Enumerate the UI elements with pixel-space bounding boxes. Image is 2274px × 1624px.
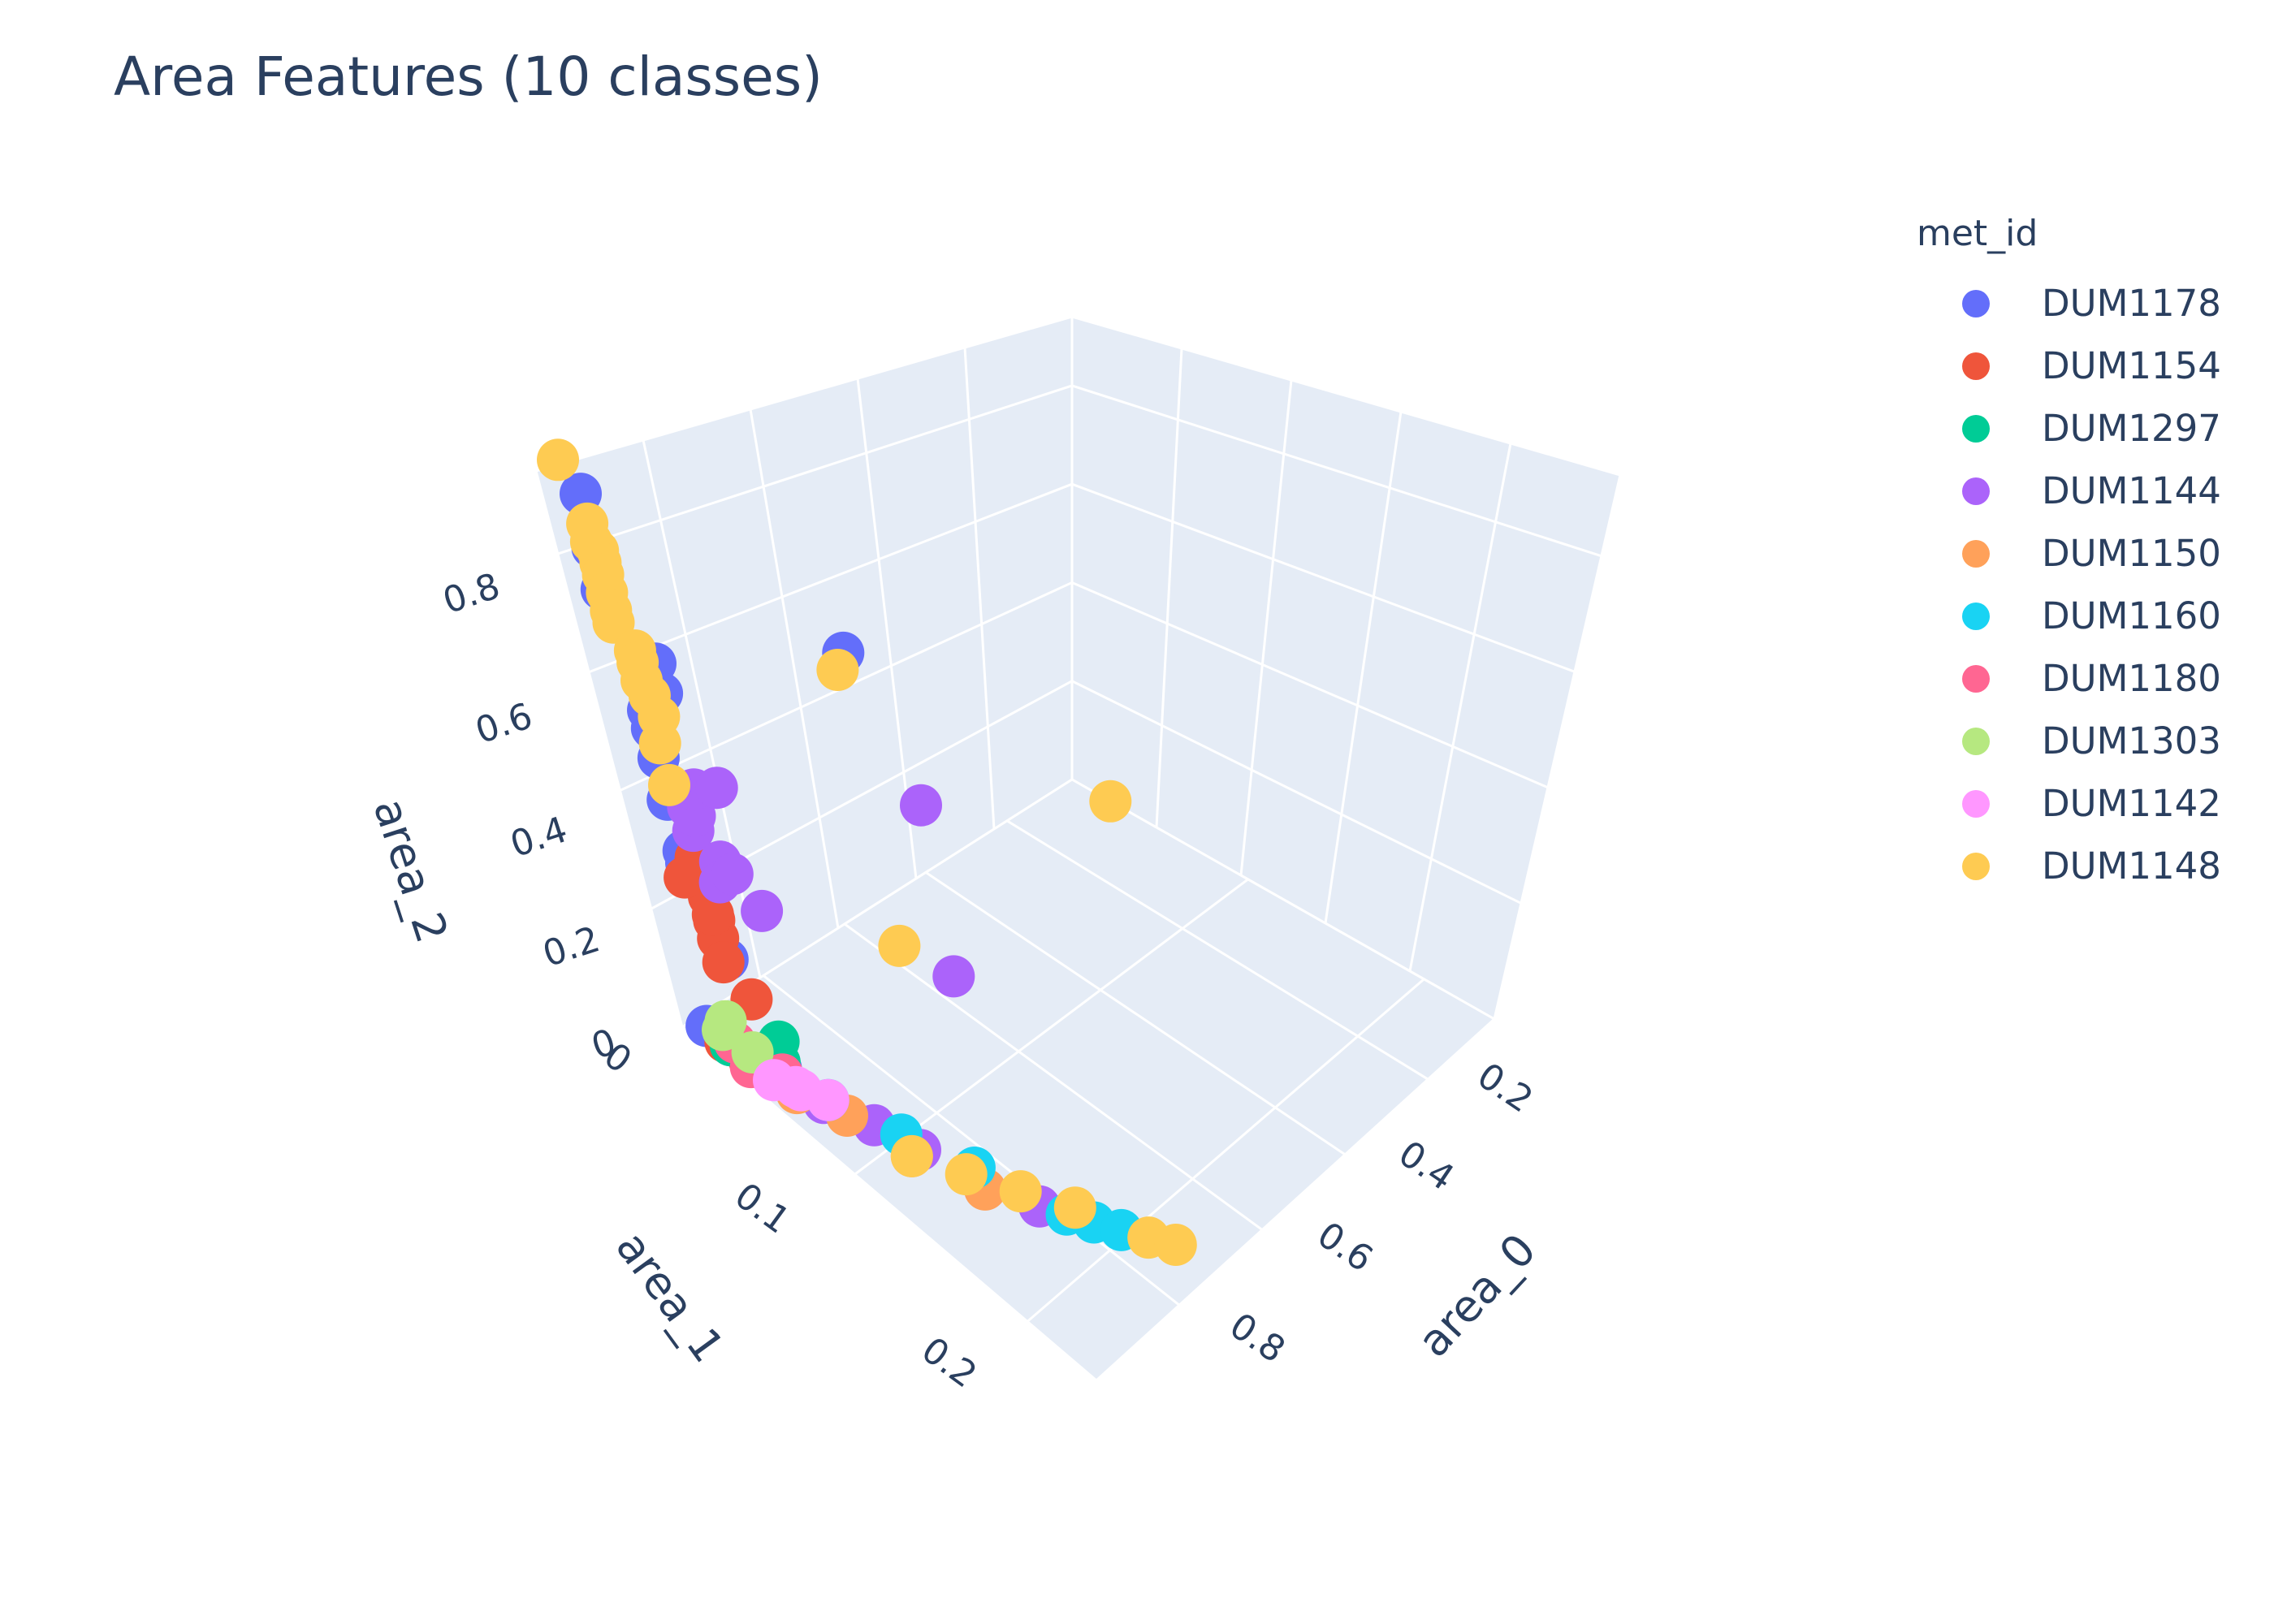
data-points[interactable]: [537, 438, 1197, 1266]
data-point[interactable]: [741, 889, 784, 932]
y-grid-line: [1027, 978, 1425, 1323]
z-grid-line: [1071, 482, 1576, 673]
legend-item[interactable]: DUM1148: [1917, 835, 2221, 897]
z-grid-line: [1071, 384, 1602, 558]
series-DUM1148[interactable]: [537, 438, 1197, 1266]
legend-label: DUM1150: [2042, 532, 2221, 575]
z-grid-line: [588, 482, 1073, 674]
legend-label: DUM1148: [2042, 844, 2221, 888]
series-DUM1142[interactable]: [753, 1059, 850, 1121]
data-point[interactable]: [999, 1170, 1042, 1213]
legend: met_id DUM1178 DUM1154 DUM1297 DUM1144 DUM11…: [1917, 213, 2221, 897]
x-axis-title: area_0: [1407, 1224, 1546, 1367]
legend-label: DUM1154: [2042, 344, 2221, 387]
z-grid-line: [1071, 581, 1549, 789]
data-point[interactable]: [711, 853, 754, 896]
data-point[interactable]: [1089, 780, 1132, 823]
legend-item[interactable]: DUM1154: [1917, 335, 2221, 397]
x-tick-label: 0.4: [1391, 1133, 1462, 1199]
data-point[interactable]: [774, 1065, 817, 1108]
legend-marker-icon: [1962, 664, 1990, 693]
legend-marker-icon: [1962, 727, 1990, 755]
data-point[interactable]: [691, 893, 734, 936]
legend-marker-icon: [1962, 852, 1990, 880]
legend-item[interactable]: DUM1178: [1917, 272, 2221, 335]
data-point[interactable]: [648, 763, 690, 806]
data-point[interactable]: [945, 1153, 988, 1196]
y-grid-line: [854, 878, 1249, 1176]
legend-label: DUM1178: [2042, 282, 2221, 325]
wall-grid-line: [1239, 379, 1293, 876]
data-point[interactable]: [878, 924, 921, 967]
z-axis-title: area_2: [364, 793, 458, 948]
z-tick-label: 0.4: [505, 809, 572, 866]
legend-marker-icon: [1962, 477, 1990, 505]
z-tick-label: 0.2: [538, 918, 604, 975]
z-tick-label: 0.6: [470, 695, 537, 752]
legend-item[interactable]: DUM1150: [1917, 522, 2221, 585]
legend-marker-icon: [1962, 414, 1990, 443]
z-grid-line: [557, 384, 1073, 555]
legend-marker-icon: [1962, 789, 1990, 818]
wall-grid-line: [1324, 411, 1403, 924]
chart-title: Area Features (10 classes): [114, 45, 823, 108]
legend-label: DUM1144: [2042, 469, 2221, 512]
data-point[interactable]: [816, 649, 859, 691]
legend-item[interactable]: DUM1297: [1917, 397, 2221, 460]
data-point[interactable]: [702, 941, 745, 984]
legend-label: DUM1297: [2042, 407, 2221, 450]
data-point[interactable]: [704, 1000, 747, 1043]
legend-marker-icon: [1962, 602, 1990, 630]
legend-title: met_id: [1917, 213, 2038, 254]
legend-label: DUM1180: [2042, 657, 2221, 700]
data-point[interactable]: [900, 784, 942, 827]
legend-label: DUM1160: [2042, 594, 2221, 637]
data-point[interactable]: [1053, 1186, 1096, 1229]
legend-label: DUM1303: [2042, 719, 2221, 762]
data-point[interactable]: [695, 767, 738, 810]
y-tick-label: 0.2: [914, 1329, 984, 1396]
wall-grid-line: [963, 347, 996, 830]
x-tick-label: 0.8: [1222, 1305, 1293, 1371]
wall-grid-line: [749, 408, 840, 929]
data-point[interactable]: [890, 1134, 933, 1177]
y-tick-label: 0.1: [727, 1175, 798, 1242]
z-grid-line: [1071, 680, 1522, 905]
data-point[interactable]: [638, 722, 681, 765]
legend-marker-icon: [1962, 352, 1990, 380]
legend-marker-icon: [1962, 539, 1990, 568]
x-tick-label: 0.6: [1310, 1214, 1381, 1280]
legend-item[interactable]: DUM1160: [1917, 585, 2221, 647]
legend-item[interactable]: DUM1180: [1917, 647, 2221, 710]
floor-plane: [680, 778, 1497, 1382]
legend-marker-icon: [1962, 289, 1990, 317]
data-point[interactable]: [664, 856, 707, 899]
wall-grid-line: [1408, 443, 1512, 972]
x-tick-label: 0.2: [1470, 1055, 1541, 1121]
data-point[interactable]: [537, 438, 579, 482]
legend-item[interactable]: DUM1303: [1917, 710, 2221, 772]
y-axis-title: area_1: [606, 1222, 734, 1371]
z-tick-label: 0.8: [438, 565, 504, 622]
data-point[interactable]: [1154, 1224, 1197, 1266]
wall-grid-line: [1155, 348, 1183, 828]
data-point[interactable]: [932, 955, 975, 998]
legend-item[interactable]: DUM1144: [1917, 460, 2221, 522]
data-point[interactable]: [806, 1078, 850, 1121]
grid-lines: [557, 347, 1602, 1323]
legend-item[interactable]: DUM1142: [1917, 772, 2221, 835]
legend-label: DUM1142: [2042, 782, 2221, 825]
